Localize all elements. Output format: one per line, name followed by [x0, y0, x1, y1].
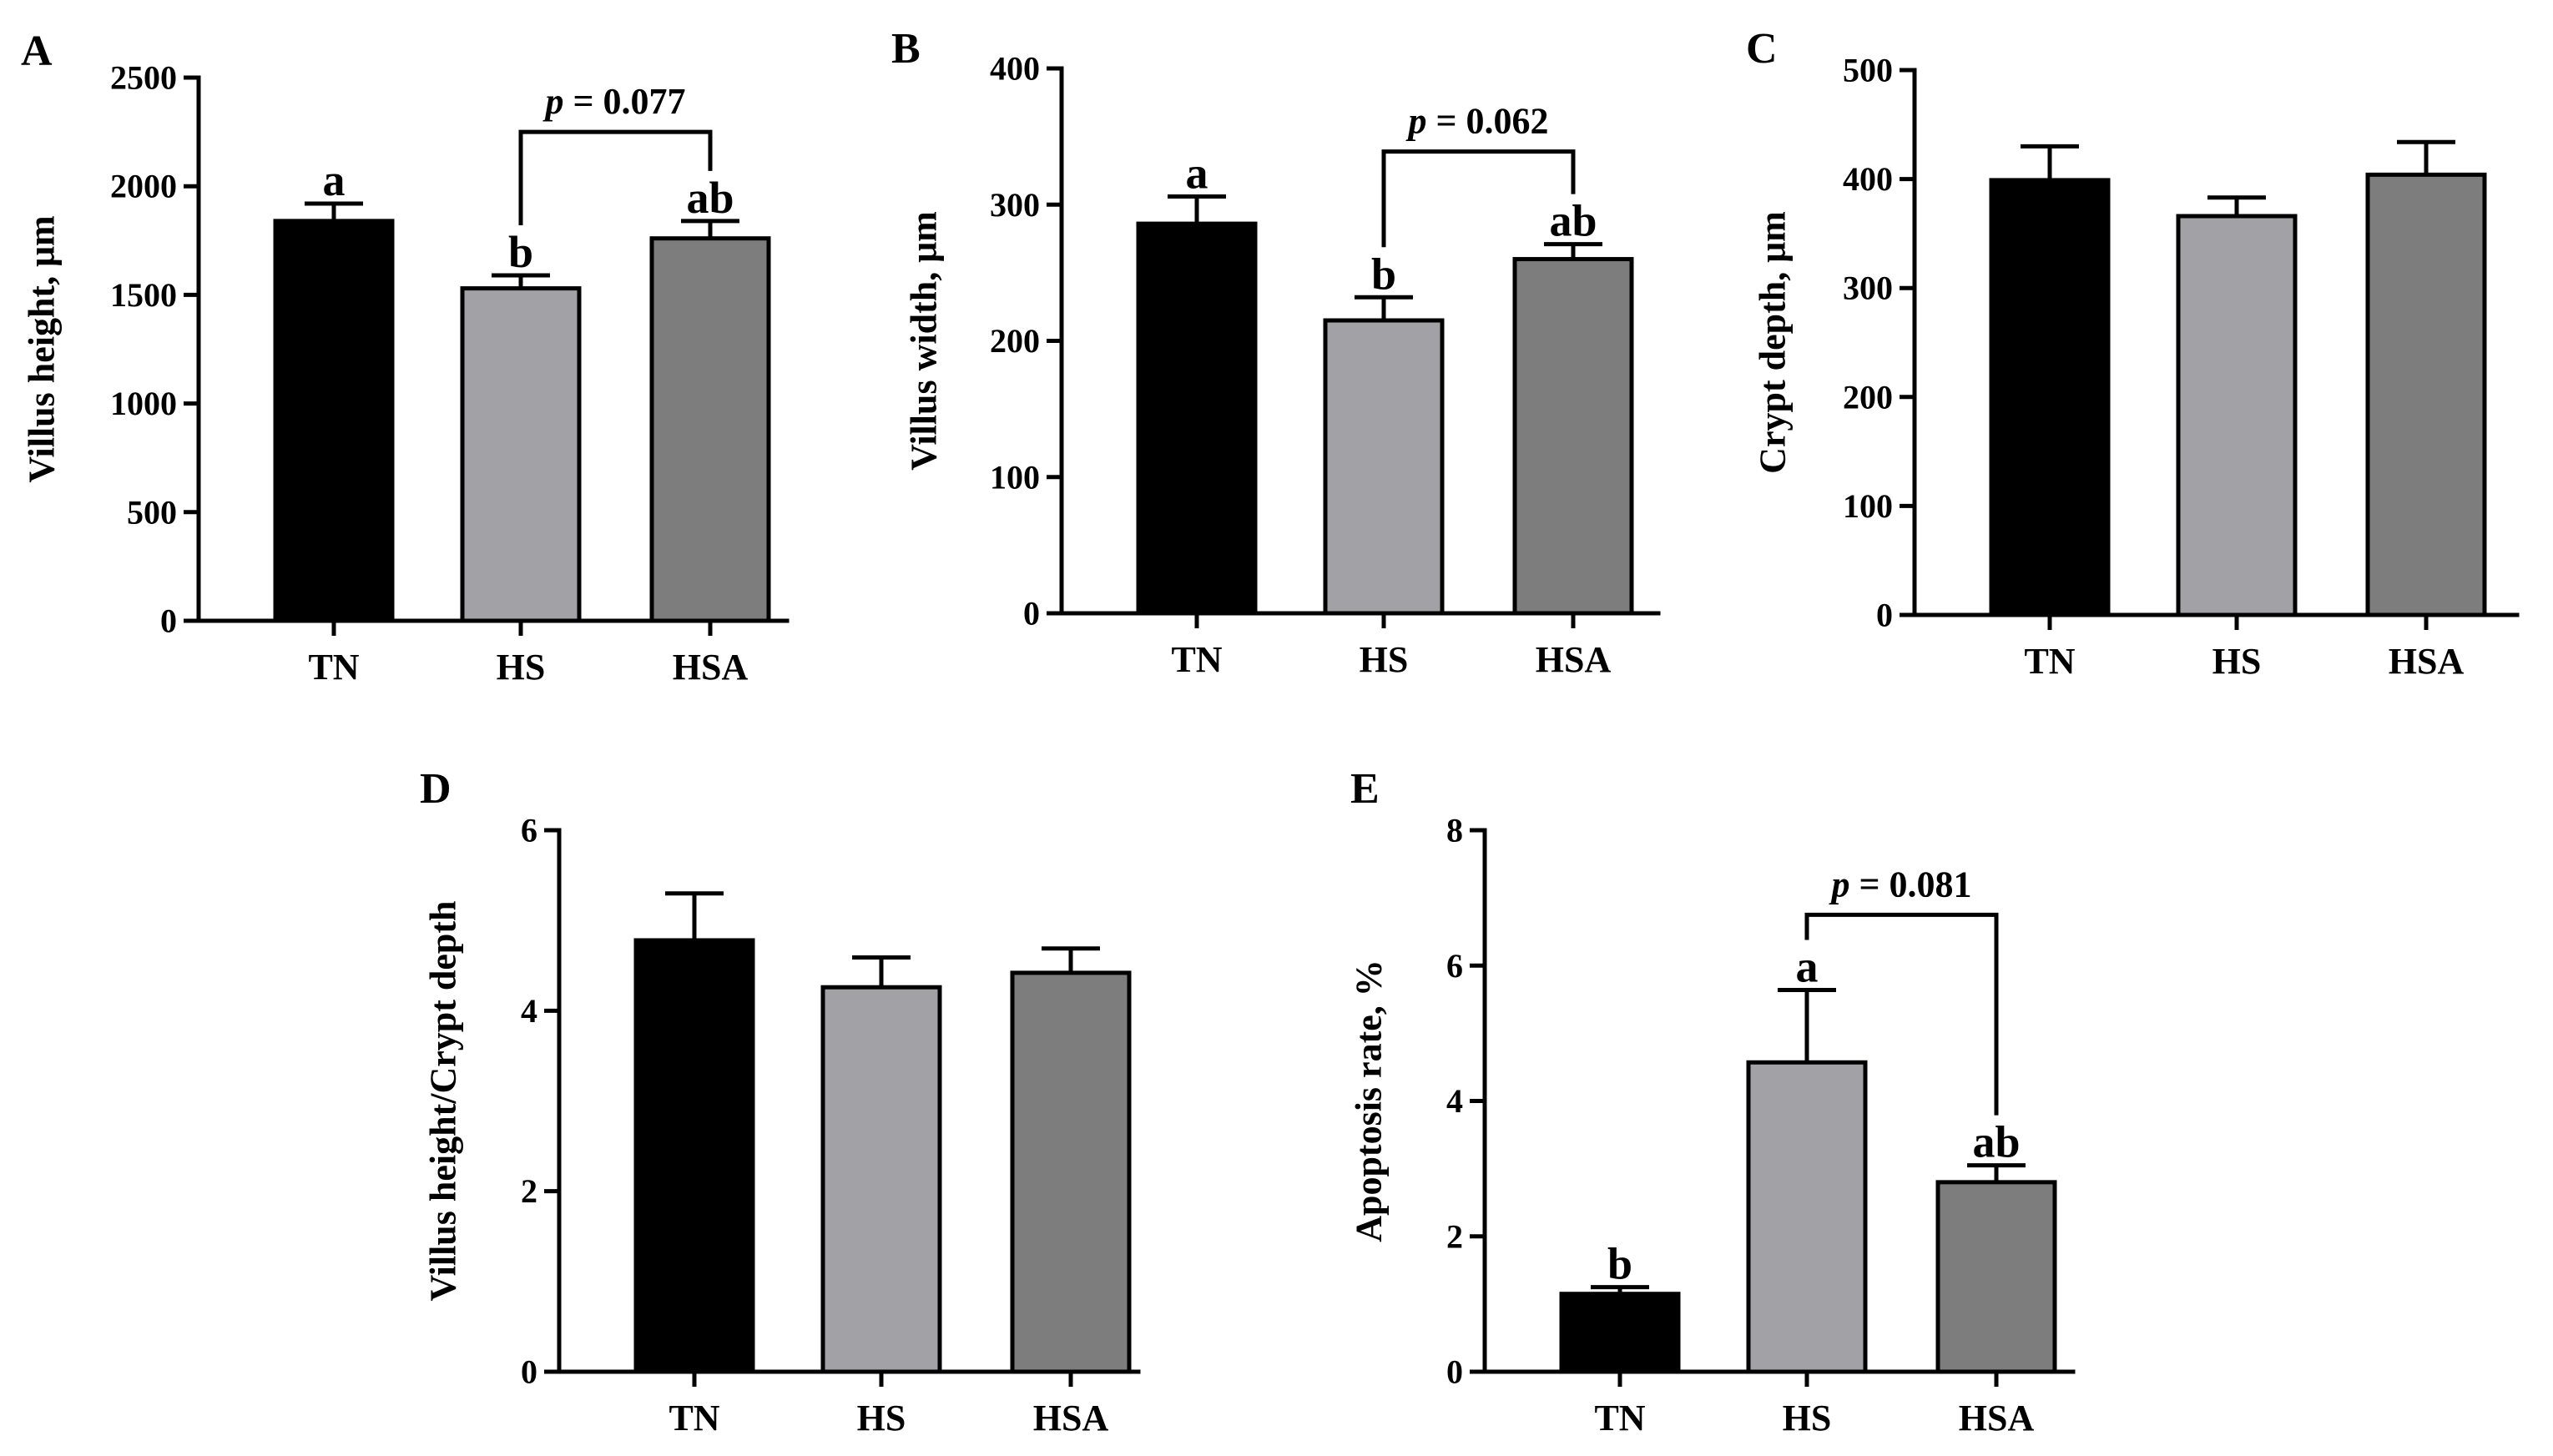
y-axis-label: Villus height, μm	[22, 215, 63, 482]
p-value: = 0.062	[1426, 101, 1548, 142]
bar-tn	[1136, 221, 1258, 616]
y-tick-label: 0	[1446, 1353, 1463, 1391]
bar-hsa	[1010, 970, 1132, 1374]
p-value-label: p = 0.077	[542, 81, 685, 122]
bar-hs	[460, 286, 582, 623]
panel-letter: E	[1350, 765, 1380, 813]
category-label-tn: TN	[2024, 641, 2075, 682]
significance-letter: ab	[686, 173, 734, 223]
p-symbol: p	[542, 81, 563, 122]
y-tick-label: 2500	[110, 59, 177, 97]
panel-letter: D	[420, 765, 452, 813]
p-symbol: p	[1405, 101, 1426, 142]
category-label-hsa: HSA	[1033, 1398, 1109, 1438]
p-value: = 0.081	[1849, 864, 1971, 904]
category-label-tn: TN	[669, 1398, 719, 1438]
y-tick-label: 400	[990, 50, 1040, 88]
y-tick-label: 200	[990, 322, 1040, 360]
bar-hs	[2176, 214, 2298, 617]
significance-letter: a	[323, 155, 346, 205]
y-tick-label: 400	[1843, 160, 1893, 198]
category-label-hsa: HSA	[673, 647, 749, 688]
category-label-tn: TN	[308, 647, 359, 688]
bar-tn	[1559, 1292, 1681, 1374]
significance-letter: a	[1186, 148, 1208, 198]
y-tick-label: 2	[521, 1172, 537, 1210]
y-axis-label: Crypt depth, μm	[1753, 211, 1794, 474]
panel-c: C Crypt depth, μm TN HS HSA 0 100 200 300 400 500	[1746, 25, 2520, 682]
y-tick-label: 200	[1843, 378, 1893, 416]
y-tick-label: 0	[521, 1353, 537, 1391]
bar-hsa	[2365, 172, 2487, 617]
y-tick-label: 100	[990, 458, 1040, 496]
significance-letter: b	[1371, 249, 1396, 299]
panel-a: A Villus height, μm a TN b HS ab HSA p = 0.077 0 5…	[21, 28, 790, 688]
bar-hsa	[649, 236, 771, 623]
category-label-hs: HS	[1783, 1398, 1832, 1438]
y-tick-label: 6	[1446, 947, 1463, 985]
comparison-bracket	[1804, 912, 1999, 1116]
category-label-tn: TN	[1594, 1398, 1645, 1438]
y-tick-label: 6	[521, 812, 537, 849]
category-label-hs: HS	[1360, 639, 1409, 680]
bar-hsa	[1512, 257, 1634, 616]
panel-e: E Apoptosis rate, % b TN a HS ab HSA p = 0.081 0 2…	[1349, 765, 2076, 1438]
p-value-label: p = 0.062	[1405, 101, 1548, 142]
y-axis-label: Villus width, μm	[904, 211, 945, 471]
y-tick-label: 1500	[110, 276, 177, 314]
category-label-hs: HS	[857, 1398, 906, 1438]
y-tick-label: 0	[1023, 595, 1040, 632]
significance-letter: b	[1607, 1239, 1632, 1289]
y-axis-label: Apoptosis rate, %	[1349, 960, 1390, 1242]
bar-hs	[820, 985, 942, 1374]
y-axis-label: Villus height/Crypt depth	[423, 900, 464, 1301]
y-tick-label: 0	[160, 602, 177, 640]
y-tick-label: 500	[1843, 52, 1893, 89]
y-tick-label: 300	[1843, 270, 1893, 307]
y-tick-label: 100	[1843, 487, 1893, 525]
bar-hs	[1323, 318, 1445, 616]
bar-tn	[633, 938, 755, 1374]
y-tick-label: 0	[1876, 597, 1893, 634]
category-label-tn: TN	[1171, 639, 1222, 680]
p-symbol: p	[1828, 864, 1849, 904]
panel-letter: B	[891, 25, 921, 73]
bar-tn	[1989, 178, 2111, 617]
category-label-hs: HS	[2212, 641, 2262, 682]
category-label-hsa: HSA	[2389, 641, 2465, 682]
y-tick-label: 300	[990, 186, 1040, 224]
panel-letter: C	[1746, 25, 1778, 73]
category-label-hs: HS	[497, 647, 546, 688]
category-label-hsa: HSA	[1536, 639, 1612, 680]
p-value-label: p = 0.081	[1828, 864, 1971, 904]
comparison-bracket	[518, 129, 713, 225]
y-tick-label: 2000	[110, 168, 177, 205]
significance-letter: a	[1796, 941, 1819, 991]
significance-letter: b	[508, 227, 533, 277]
y-tick-label: 2	[1446, 1217, 1463, 1255]
bar-hsa	[1935, 1180, 2057, 1374]
y-tick-label: 8	[1446, 812, 1463, 849]
panel-letter: A	[21, 28, 53, 75]
p-value: = 0.077	[563, 81, 685, 122]
y-tick-label: 4	[521, 992, 537, 1030]
category-label-hsa: HSA	[1959, 1398, 2035, 1438]
y-tick-label: 500	[127, 493, 177, 531]
significance-letter: ab	[1972, 1117, 2020, 1167]
panel-b: B Villus width, μm a TN b HS ab HSA p = 0.062 0 10…	[891, 25, 1661, 680]
bar-hs	[1746, 1060, 1868, 1374]
panel-d: D Villus height/Crypt depth TN HS HSA 0 2 4 6	[420, 765, 1141, 1438]
comparison-bracket	[1381, 149, 1576, 248]
y-tick-label: 4	[1446, 1082, 1463, 1120]
significance-letter: ab	[1549, 196, 1597, 246]
bar-tn	[273, 219, 395, 623]
y-tick-label: 1000	[110, 385, 177, 422]
